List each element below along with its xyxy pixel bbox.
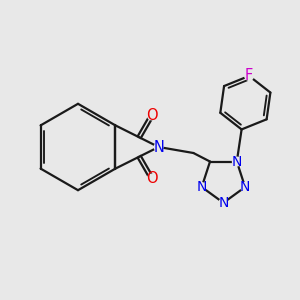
Text: N: N — [218, 196, 229, 210]
Text: N: N — [232, 154, 242, 169]
Text: N: N — [240, 180, 250, 194]
Text: O: O — [146, 108, 158, 123]
Circle shape — [241, 183, 249, 191]
Text: N: N — [196, 180, 207, 194]
Circle shape — [197, 183, 206, 191]
Circle shape — [154, 143, 163, 151]
Text: F: F — [245, 68, 253, 83]
Circle shape — [219, 199, 228, 207]
Text: O: O — [146, 171, 158, 186]
Circle shape — [148, 111, 156, 120]
Circle shape — [245, 72, 254, 80]
Circle shape — [148, 174, 156, 183]
Circle shape — [232, 157, 241, 166]
Text: N: N — [153, 140, 164, 154]
